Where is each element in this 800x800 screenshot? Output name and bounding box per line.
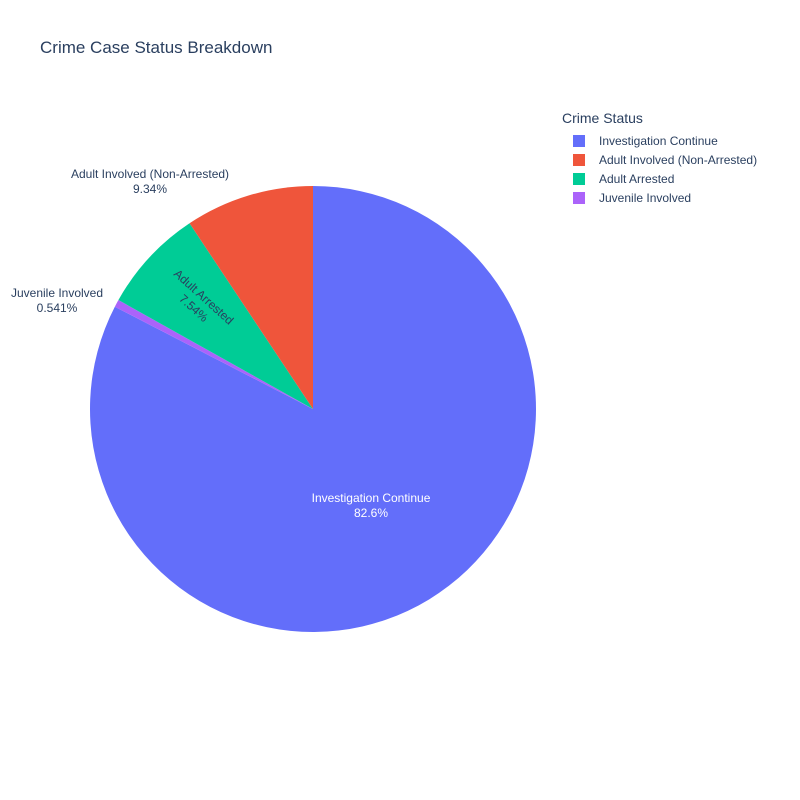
slice-percent: 9.34% <box>133 182 167 196</box>
legend-label: Adult Arrested <box>599 171 675 186</box>
pie-slice-adult-involved-non-arrested[interactable] <box>189 186 313 409</box>
pie-slice-adult-arrested[interactable] <box>118 223 313 409</box>
legend-swatch <box>573 191 585 204</box>
chart-title: Crime Case Status Breakdown <box>40 38 273 57</box>
pie-slice-juvenile-involved[interactable] <box>114 300 313 409</box>
slice-label: Adult Involved (Non-Arrested) <box>71 167 229 181</box>
legend-items: Investigation Continue Adult Involved (No… <box>562 131 757 207</box>
legend-swatch <box>573 153 585 166</box>
legend-label: Juvenile Involved <box>599 190 692 205</box>
legend-swatch <box>573 134 585 147</box>
legend: Crime Status Investigation Continue Adult… <box>562 109 757 207</box>
slice-percent: 82.6% <box>354 506 388 520</box>
slice-label: Investigation Continue <box>312 491 431 505</box>
legend-label: Adult Involved (Non-Arrested) <box>599 152 758 167</box>
legend-item[interactable]: Adult Involved (Non-Arrested) <box>562 150 757 169</box>
legend-item[interactable]: Adult Arrested <box>562 169 757 188</box>
legend-item[interactable]: Investigation Continue <box>562 131 757 150</box>
slice-label-group: Adult Involved (Non-Arrested)9.34% <box>71 167 229 196</box>
legend-title: Crime Status <box>562 110 643 126</box>
legend-label: Investigation Continue <box>599 133 718 148</box>
slice-label: Juvenile Involved <box>11 286 103 300</box>
pie-slices <box>89 186 536 632</box>
legend-item[interactable]: Juvenile Involved <box>562 188 757 207</box>
legend-swatch <box>573 172 585 185</box>
slice-percent: 0.541% <box>37 301 78 315</box>
